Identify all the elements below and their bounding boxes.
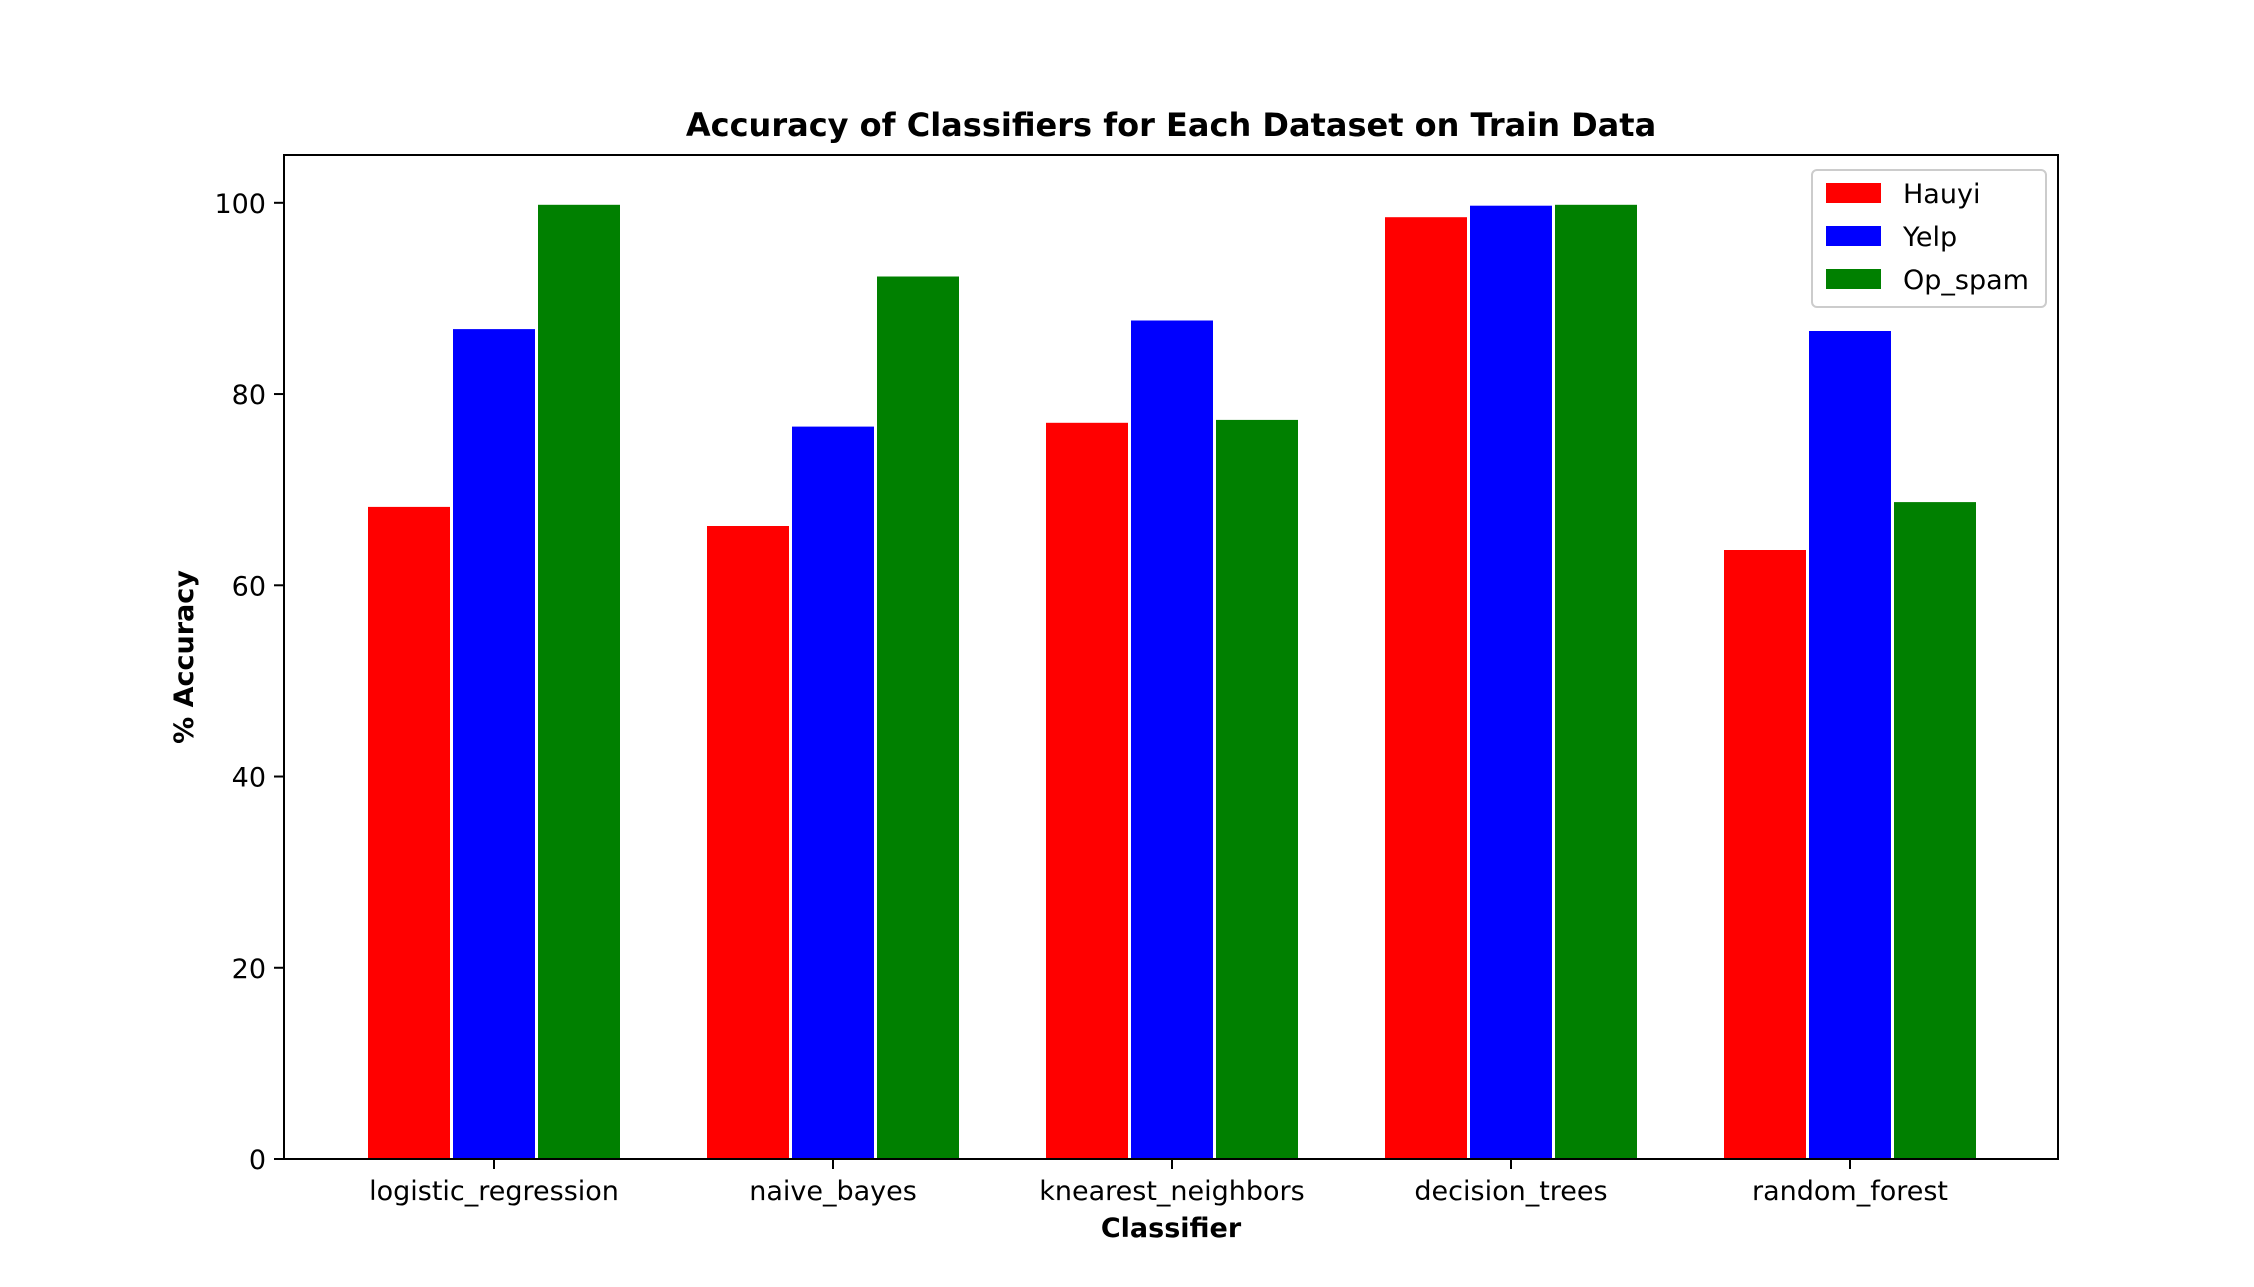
bar-yelp-random_forest xyxy=(1807,329,1893,1160)
bar-hauyi-naive_bayes xyxy=(705,524,791,1160)
x-tick-label: decision_trees xyxy=(1414,1176,1607,1207)
bar-hauyi-knearest_neighbors xyxy=(1044,420,1130,1160)
y-tick-label: 40 xyxy=(232,763,266,794)
legend-swatch-op_spam xyxy=(1826,269,1881,289)
bar-op_spam-random_forest xyxy=(1892,500,1978,1161)
x-tick-label: logistic_regression xyxy=(369,1176,619,1207)
x-axis-ticks: logistic_regression naive_bayes knearest_n… xyxy=(369,1159,1948,1207)
bar-hauyi-logistic_regression xyxy=(366,504,452,1160)
y-tick-label: 80 xyxy=(232,380,266,411)
bars-layer xyxy=(366,202,1978,1161)
x-axis-label: Classifier xyxy=(1101,1213,1242,1244)
x-tick-label: naive_bayes xyxy=(749,1176,917,1207)
chart-title: Accuracy of Classifiers for Each Dataset… xyxy=(686,106,1656,144)
y-axis-label: % Accuracy xyxy=(169,570,200,744)
y-tick-label: 20 xyxy=(232,954,266,985)
legend-swatch-hauyi xyxy=(1826,183,1881,203)
legend-label-op_spam: Op_spam xyxy=(1903,265,2029,296)
y-tick-label: 100 xyxy=(214,189,266,220)
y-tick-label: 60 xyxy=(232,571,266,602)
legend: Hauyi Yelp Op_spam xyxy=(1811,169,2047,308)
y-axis-ticks: 0 20 40 60 80 100 xyxy=(214,189,284,1176)
legend-label-hauyi: Hauyi xyxy=(1903,179,1980,210)
bar-yelp-logistic_regression xyxy=(451,327,537,1161)
bar-op_spam-decision_trees xyxy=(1553,202,1639,1161)
x-tick-label: knearest_neighbors xyxy=(1039,1176,1304,1207)
bar-op_spam-logistic_regression xyxy=(536,202,622,1161)
bar-yelp-decision_trees xyxy=(1468,203,1554,1160)
x-tick-label: random_forest xyxy=(1752,1176,1948,1207)
legend-swatch-yelp xyxy=(1826,226,1881,246)
bar-yelp-naive_bayes xyxy=(790,424,876,1161)
legend-label-yelp: Yelp xyxy=(1902,222,1957,253)
bar-hauyi-decision_trees xyxy=(1383,215,1469,1160)
bar-op_spam-naive_bayes xyxy=(875,274,961,1160)
bar-hauyi-random_forest xyxy=(1722,548,1808,1160)
y-tick-label: 0 xyxy=(249,1145,266,1176)
legend-items: Hauyi Yelp Op_spam xyxy=(1826,179,2029,296)
bar-op_spam-knearest_neighbors xyxy=(1214,417,1300,1160)
bar-yelp-knearest_neighbors xyxy=(1129,318,1215,1160)
plot-frame xyxy=(283,154,2059,1160)
